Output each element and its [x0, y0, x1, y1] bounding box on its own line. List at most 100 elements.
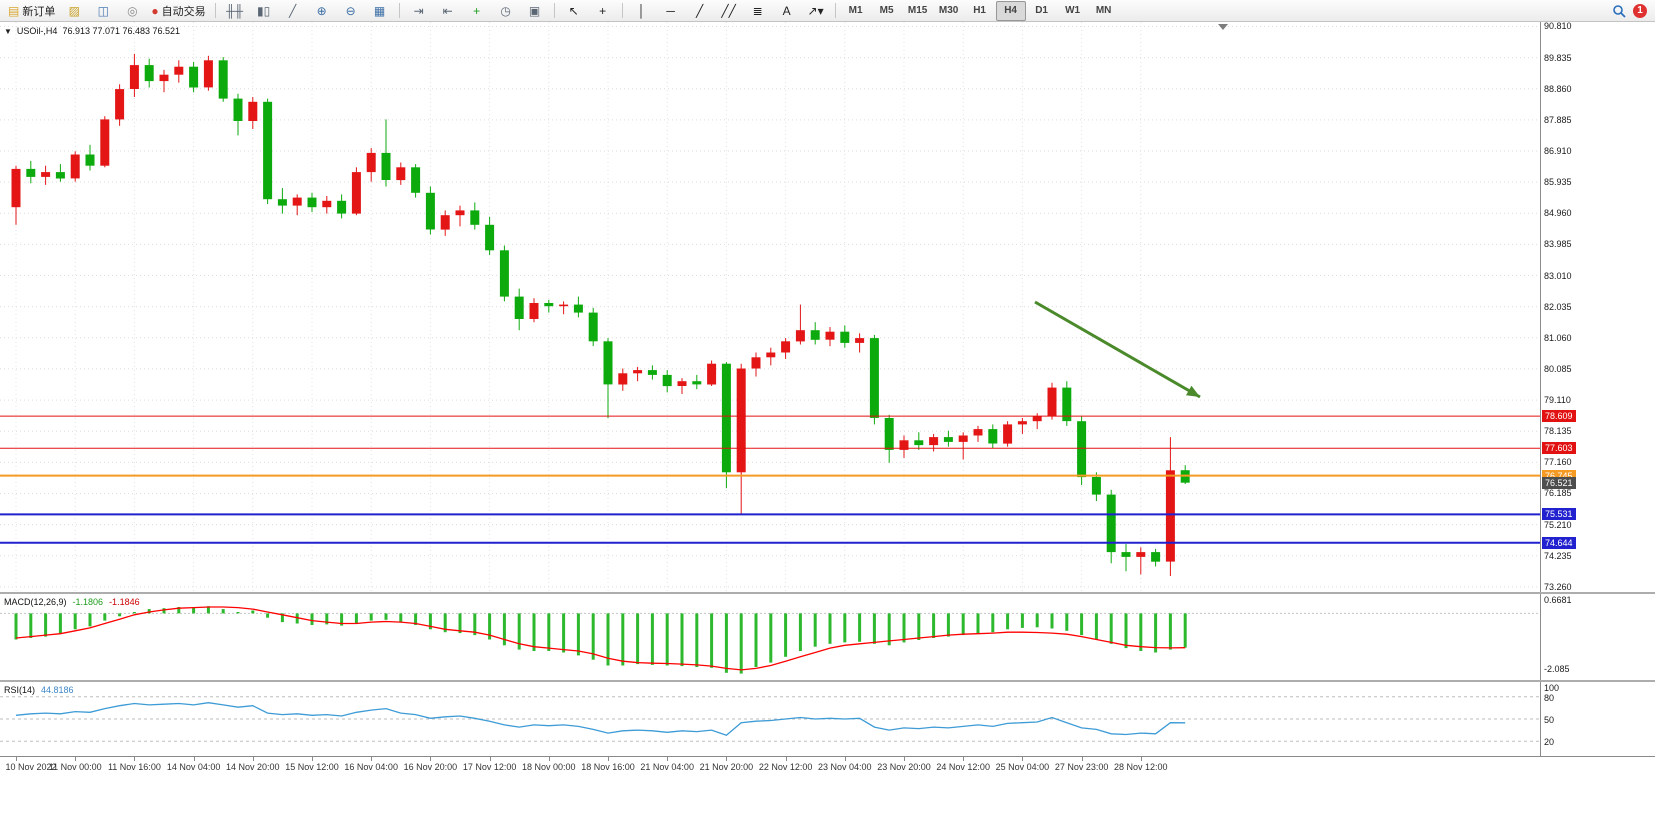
new-order-button[interactable]: ▤ 新订单	[4, 1, 59, 21]
line-chart-icon: ╱	[288, 3, 297, 18]
arrows-button[interactable]: ↗▾	[802, 1, 830, 21]
macd-histogram-bar	[44, 613, 48, 637]
macd-histogram-bar	[710, 613, 714, 668]
autotrading-button[interactable]: ● 自动交易	[147, 1, 209, 21]
line-chart-button[interactable]: ╱	[279, 1, 307, 21]
crosshair-button[interactable]: +	[589, 1, 617, 21]
candle-body	[1091, 477, 1101, 495]
time-axis-label: 23 Nov 04:00	[818, 762, 872, 772]
macd-histogram-bar	[118, 613, 122, 617]
macd-histogram-bar	[162, 608, 166, 614]
rsi-panel[interactable]: RSI(14) 44.8186	[0, 682, 1540, 756]
candle-body	[914, 440, 924, 446]
price-tick-label: 85.935	[1544, 177, 1572, 188]
price-tick-label: 76.185	[1544, 488, 1572, 499]
candle-body	[692, 381, 702, 385]
rsi-value: 44.8186	[41, 685, 74, 695]
indicators-button[interactable]: +	[463, 1, 491, 21]
time-axis[interactable]: 10 Nov 2022 11 Nov 00:00 11 Nov 16:00 14 No…	[0, 756, 1655, 824]
candlestick-chart-button[interactable]: ▮▯	[250, 1, 278, 21]
price-tick-label: 86.910	[1544, 146, 1572, 156]
timeframe-h1-button[interactable]: H1	[973, 5, 986, 16]
timeframe-m15-button[interactable]: M15	[907, 5, 928, 16]
candle-body	[869, 338, 879, 418]
macd-histogram-bar	[1080, 613, 1084, 636]
timeframe-d1-button[interactable]: D1	[1035, 5, 1048, 16]
time-axis-tick	[312, 757, 313, 761]
trend-arrow[interactable]	[1034, 300, 1201, 399]
panel-divider[interactable]	[0, 592, 1655, 594]
price-tick-label: 89.835	[1544, 52, 1572, 63]
price-scale[interactable]: 0.6681 -2.085 90.810 89.835 88.860 87.885 86…	[1540, 21, 1655, 756]
text-button[interactable]: A	[773, 1, 801, 21]
macd-histogram-bar	[828, 613, 832, 644]
trendline-button[interactable]: ╱	[686, 1, 714, 21]
candle-body	[144, 65, 154, 82]
macd-histogram-bar	[872, 613, 876, 644]
channel-button[interactable]: ╱╱	[715, 1, 743, 21]
signals-button[interactable]: ◎	[118, 1, 146, 21]
timeframe-mn-button[interactable]: MN	[1095, 5, 1112, 16]
chart-window: ▼ USOil-,H4 76.913 77.071 76.483 76.521 …	[0, 21, 1655, 824]
macd-histogram-bar	[132, 612, 136, 614]
bar-chart-button[interactable]: ╫╫	[221, 1, 249, 21]
panel-divider[interactable]	[0, 680, 1655, 682]
macd-histogram-bar	[724, 613, 728, 673]
candle-body	[263, 101, 273, 200]
time-axis-tick	[16, 757, 17, 761]
rsi-scale-label: 50	[1544, 715, 1555, 725]
templates-button[interactable]: ▣	[521, 1, 549, 21]
macd-histogram-bar	[858, 613, 862, 642]
price-tick-label: 79.110	[1544, 395, 1571, 406]
search-icon[interactable]	[1612, 4, 1626, 18]
chart-shift-button[interactable]: ⇤	[434, 1, 462, 21]
hline-price-label: 75.531	[1542, 508, 1576, 521]
arrow-shapes-icon: ↗▾	[807, 3, 824, 18]
timeframe-m1-button[interactable]: M1	[848, 5, 863, 16]
auto-scroll-button[interactable]: ⇥	[405, 1, 433, 21]
macd-histogram-bar	[576, 613, 580, 656]
timeframe-w1-button[interactable]: W1	[1065, 5, 1081, 16]
time-axis-tick	[548, 757, 550, 761]
price-plot[interactable]: ▼ USOil-,H4 76.913 77.071 76.483 76.521	[0, 22, 1540, 592]
macd-panel[interactable]: MACD(12,26,9) -1.1806 -1.1846	[0, 594, 1540, 680]
macd-histogram-bar	[621, 613, 625, 666]
zoom-in-button[interactable]: ⊕	[308, 1, 336, 21]
macd-histogram-bar	[976, 613, 980, 634]
candle-body	[322, 200, 332, 208]
timeframe-m5-button[interactable]: M5	[879, 5, 894, 16]
periods-button[interactable]: ◷	[492, 1, 520, 21]
cursor-icon: ↖	[568, 3, 579, 18]
macd-histogram-bar	[1050, 613, 1054, 629]
macd-histogram-bar	[680, 613, 684, 667]
candle-body	[573, 304, 583, 313]
chart-expander-icon[interactable]: ▼	[4, 26, 12, 36]
macd-histogram-bar	[192, 607, 196, 614]
macd-histogram-bar	[295, 613, 299, 624]
time-axis-label: 23 Nov 20:00	[877, 762, 931, 772]
macd-histogram-bar	[1124, 613, 1128, 649]
horizontal-line-button[interactable]: ─	[657, 1, 685, 21]
time-axis-label: 27 Nov 23:00	[1054, 762, 1109, 772]
profiles-button[interactable]: ▨	[60, 1, 88, 21]
chart-shift-marker[interactable]	[1218, 24, 1228, 30]
vertical-line-button[interactable]: │	[628, 1, 656, 21]
time-axis-tick	[608, 757, 609, 761]
timeframe-m30-button[interactable]: M30	[938, 5, 959, 16]
time-axis-tick	[667, 757, 669, 761]
macd-histogram-bar	[458, 613, 462, 634]
candle-body	[618, 373, 628, 385]
tile-windows-button[interactable]: ▦	[366, 1, 394, 21]
candle-body	[943, 437, 953, 442]
candle-body	[440, 215, 450, 230]
data-window-button[interactable]: ◫	[89, 1, 117, 21]
zoom-out-button[interactable]: ⊖	[337, 1, 365, 21]
fibonacci-button[interactable]: ≣	[744, 1, 772, 21]
timeframe-h4-button[interactable]: H4	[995, 0, 1026, 21]
time-axis-tick	[1081, 757, 1083, 761]
cursor-button[interactable]: ↖	[560, 1, 588, 21]
notification-badge[interactable]: 1	[1633, 3, 1647, 18]
candle-body	[337, 200, 347, 214]
candle-body	[633, 370, 643, 374]
candle-body	[529, 303, 539, 319]
